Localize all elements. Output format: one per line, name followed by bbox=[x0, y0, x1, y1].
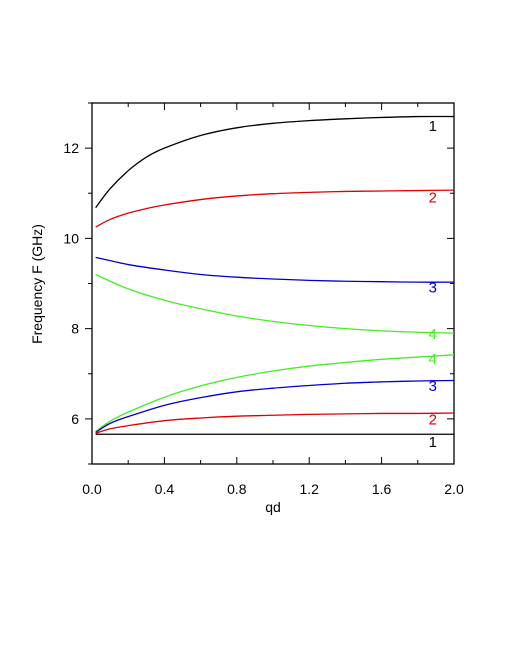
series-line-3 bbox=[95, 256, 455, 283]
series-line-4 bbox=[95, 273, 455, 334]
x-tick-label: 0.0 bbox=[82, 481, 102, 497]
series-line-6 bbox=[95, 379, 455, 433]
y-tick-label: 6 bbox=[71, 411, 79, 427]
curve-label-6: 3 bbox=[429, 378, 437, 395]
curve-label-1: 1 bbox=[429, 118, 437, 135]
x-tick-label: 0.8 bbox=[227, 481, 247, 497]
x-tick-label: 1.2 bbox=[299, 481, 319, 497]
series-line-7 bbox=[95, 412, 455, 434]
axis-ticks bbox=[85, 102, 455, 465]
curve-label-2: 2 bbox=[429, 189, 437, 206]
curve-label-3: 3 bbox=[429, 280, 437, 297]
curve-label-5: 4 bbox=[429, 351, 437, 368]
x-tick-label: 2.0 bbox=[444, 481, 464, 497]
curve-labels: 1 2 3 4 4 3 2 1 bbox=[429, 118, 437, 451]
y-tick-label: 8 bbox=[71, 321, 79, 337]
series-line-5 bbox=[95, 354, 455, 433]
y-tick-label: 12 bbox=[63, 140, 79, 156]
x-tick-label: 0.4 bbox=[155, 481, 175, 497]
series-line-1 bbox=[95, 115, 455, 209]
y-axis-title: Frequency F (GHz) bbox=[29, 224, 45, 344]
series-layer bbox=[95, 115, 455, 435]
curve-label-7: 2 bbox=[429, 411, 437, 428]
x-tick-label: 1.6 bbox=[372, 481, 392, 497]
curve-label-4: 4 bbox=[429, 326, 437, 343]
y-tick-label: 10 bbox=[63, 230, 79, 246]
x-axis-title: qd bbox=[265, 499, 281, 515]
curve-label-8: 1 bbox=[429, 434, 437, 451]
series-line-2 bbox=[95, 189, 455, 228]
